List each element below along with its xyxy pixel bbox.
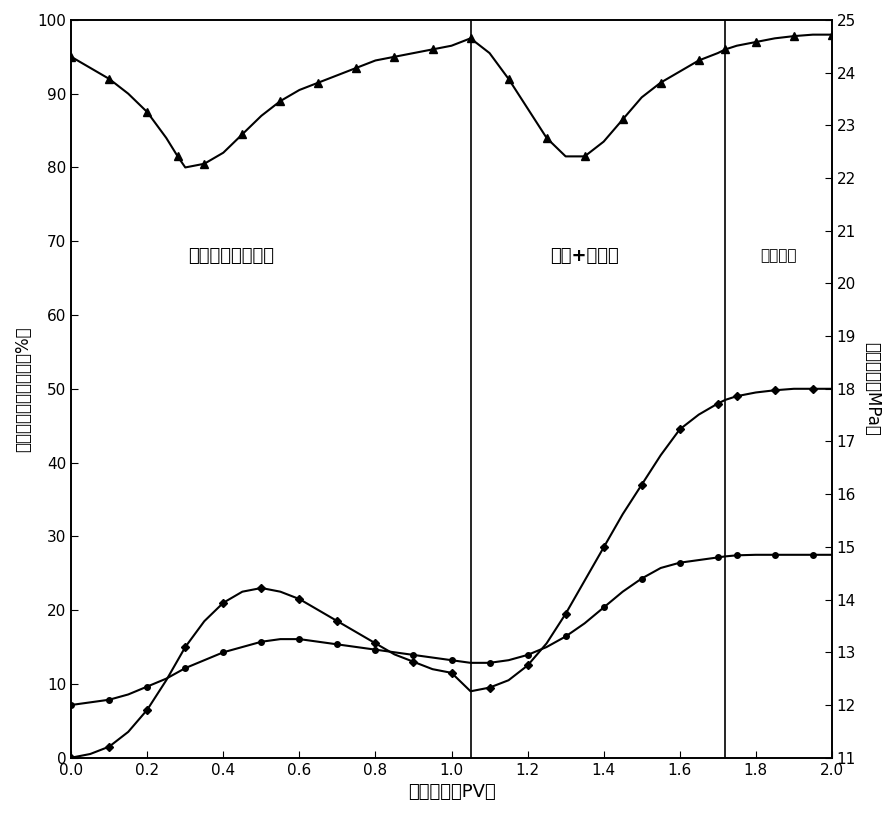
Y-axis label: 含水率、阶段采收率（%）: 含水率、阶段采收率（%） <box>14 326 32 452</box>
X-axis label: 注入体积（PV）: 注入体积（PV） <box>407 783 495 801</box>
Text: 后续水驱: 后续水驱 <box>760 249 796 263</box>
Text: 凝胶+表活剂: 凝胶+表活剂 <box>550 247 619 265</box>
Text: 聚驱（后续水驱）: 聚驱（后续水驱） <box>188 247 274 265</box>
Y-axis label: 平均压力（MPa）: 平均压力（MPa） <box>862 341 880 436</box>
